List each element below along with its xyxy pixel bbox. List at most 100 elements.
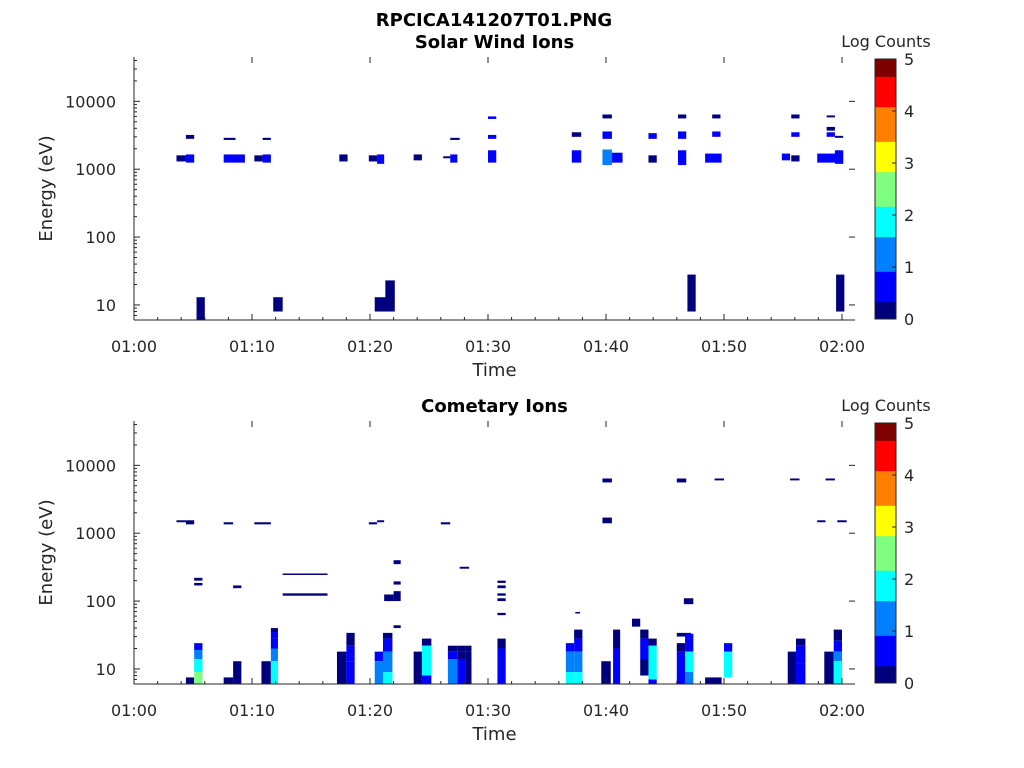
heatmap-cell [834, 150, 844, 164]
heatmap-cell [565, 672, 575, 684]
heatmap-cell [384, 594, 394, 602]
heatmap-cell [270, 632, 278, 639]
colorbar-segment [875, 245, 896, 251]
heatmap-cell [465, 651, 472, 684]
colorbar-segment [875, 475, 896, 480]
colorbar-segment [875, 657, 896, 662]
colorbar-segment [875, 232, 896, 238]
heatmap-cell [282, 593, 328, 596]
colorbar-segment [875, 293, 896, 298]
colorbar-tick-label: 1 [904, 258, 914, 277]
heatmap-cell [826, 132, 835, 137]
colorbar-segment [875, 254, 896, 259]
heatmap-cell [795, 645, 806, 664]
heatmap-cell [440, 522, 451, 525]
x-tick-label: 01:00 [111, 701, 157, 720]
colorbar-segment [875, 288, 896, 294]
heatmap-cell [385, 280, 395, 312]
colorbar-segment [875, 180, 896, 186]
heatmap-cell [374, 651, 383, 662]
colorbar-tick-label: 2 [904, 570, 914, 589]
heatmap-cell [374, 297, 387, 312]
colorbar-segment [875, 635, 896, 641]
colorbar-segment [875, 306, 896, 311]
colorbar-segment [875, 479, 896, 485]
colorbar-segment [875, 618, 896, 623]
heatmap-cell [685, 651, 694, 673]
colorbar-segment [875, 197, 896, 203]
heatmap-cell [185, 520, 195, 525]
heatmap-cell [601, 661, 611, 684]
heatmap-cell [705, 677, 722, 684]
colorbar-segment [875, 249, 896, 255]
heatmap-cell [457, 659, 466, 684]
colorbar-tick-label: 4 [904, 102, 914, 121]
heatmap-cell [705, 153, 722, 163]
heatmap-cell [648, 645, 657, 680]
y-tick-label: 10 [96, 660, 116, 679]
colorbar-segment [875, 670, 896, 675]
heatmap-cell [613, 648, 621, 684]
heatmap-cell [825, 478, 835, 481]
y-tick-label: 10000 [65, 92, 116, 111]
colorbar-tick-label: 3 [904, 154, 914, 173]
heatmap-cell [497, 593, 506, 596]
plot-area [134, 421, 855, 684]
colorbar-segment [875, 223, 896, 229]
colorbar-segment [875, 522, 896, 528]
heatmap-cell [459, 566, 470, 569]
heatmap-cell [833, 629, 842, 641]
colorbar-segment [875, 145, 896, 151]
heatmap-cell [834, 135, 844, 138]
colorbar-segment [875, 570, 896, 576]
colorbar-segment [875, 98, 896, 103]
heatmap-cell [826, 115, 835, 118]
colorbar-segment [875, 102, 896, 108]
panel-title: Cometary Ions [421, 396, 568, 417]
colorbar-segment [875, 566, 896, 571]
colorbar-segment [875, 280, 896, 285]
colorbar-segment [875, 128, 896, 134]
heatmap-cell [450, 137, 460, 140]
colorbar-segment [875, 436, 896, 441]
colorbar-segment [875, 167, 896, 173]
colorbar-segment [875, 583, 896, 589]
colorbar-segment [875, 613, 896, 619]
heatmap-cell [611, 152, 623, 163]
heatmap-cell [488, 150, 497, 163]
heatmap-cell [565, 643, 575, 652]
x-tick-label: 01:30 [465, 701, 511, 720]
heatmap-cell [574, 638, 583, 652]
heatmap-cell [447, 659, 458, 684]
colorbar-segment [875, 93, 896, 99]
heatmap-cell [687, 274, 696, 312]
heatmap-cell [791, 132, 800, 137]
colorbar-segment [875, 115, 896, 121]
heatmap-cell [714, 478, 724, 481]
heatmap-cell [817, 153, 844, 163]
heatmap-cell [270, 638, 278, 649]
colorbar-segment [875, 297, 896, 303]
colorbar-segment [875, 193, 896, 199]
heatmap-cell [648, 638, 657, 646]
colorbar-segment [875, 423, 896, 428]
colorbar-segment [875, 652, 896, 658]
heatmap-cell [377, 154, 385, 164]
heatmap-cell [676, 643, 686, 652]
heatmap-cell [382, 672, 393, 684]
heatmap-cell [196, 297, 205, 320]
colorbar-tick-label: 2 [904, 206, 914, 225]
panel-title: Solar Wind Ions [415, 32, 574, 53]
colorbar-segment [875, 639, 896, 645]
heatmap-cell [393, 591, 401, 602]
heatmap-cell [677, 114, 687, 119]
heatmap-cell [194, 643, 203, 651]
colorbar-segment [875, 466, 896, 472]
heatmap-cell [574, 672, 583, 684]
heatmap-cell [194, 659, 203, 673]
heatmap-cell [648, 155, 657, 163]
colorbar-segment [875, 67, 896, 73]
heatmap-cell [254, 522, 271, 525]
heatmap-cell [262, 154, 271, 163]
x-axis-label: Time [471, 724, 516, 745]
